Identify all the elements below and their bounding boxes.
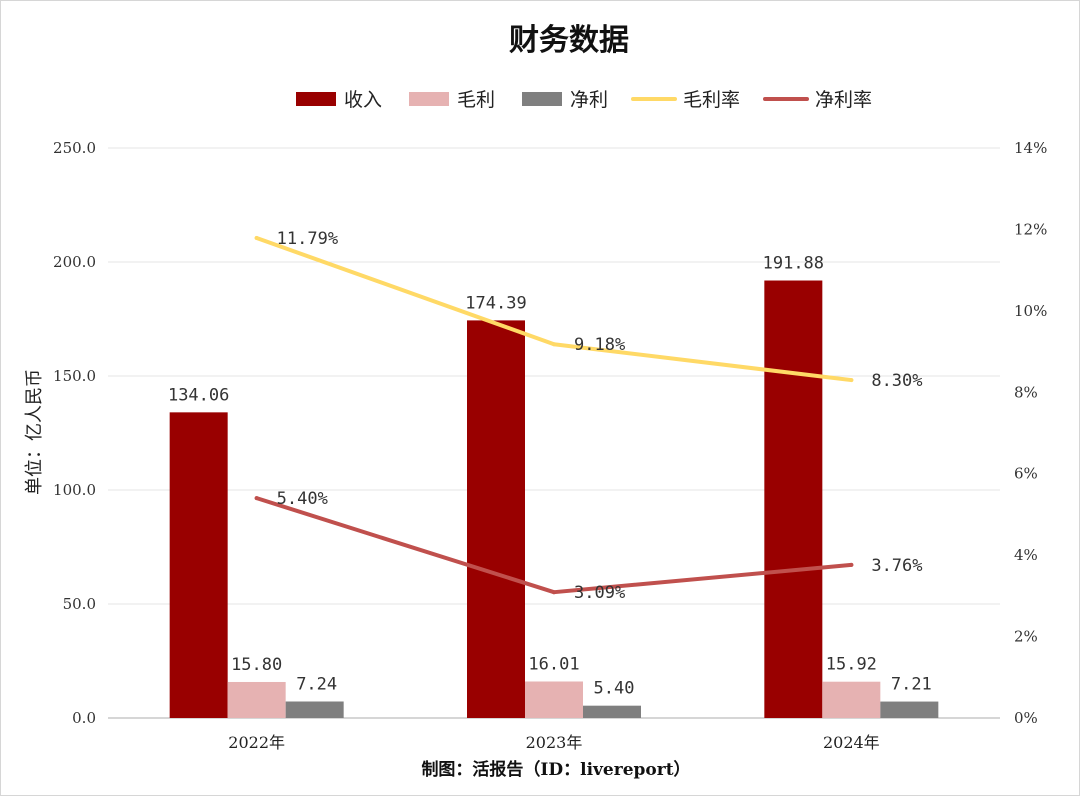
legend-swatch-净利 (522, 92, 562, 106)
bar-净利-2023年 (583, 705, 641, 718)
line-label: 3.09% (574, 583, 625, 603)
bar-收入-2024年 (764, 280, 823, 718)
line-label: 9.18% (574, 335, 625, 355)
y-axis-right: 0% 2% 4% 6% 8% 10% 12% 14% (1014, 139, 1047, 727)
data-label: 134.06 (168, 385, 229, 405)
y2-tick-label: 8% (1014, 383, 1038, 401)
chart-credit: 制图：活报告（ID：livereport） (421, 759, 690, 780)
bar-收入-2023年 (467, 320, 525, 718)
y-axis-left: 0.0 50.0 100.0 150.0 200.0 250.0 (53, 139, 96, 727)
y2-tick-label: 10% (1014, 302, 1047, 320)
y2-tick-label: 2% (1014, 628, 1038, 646)
y-tick-label: 150.0 (53, 367, 96, 385)
bars (169, 280, 939, 718)
y-tick-label: 0.0 (72, 709, 96, 727)
y-tick-label: 200.0 (53, 253, 96, 271)
point-毛利率-2022年 (254, 235, 259, 240)
lines (254, 235, 854, 595)
bar-收入-2022年 (169, 412, 228, 718)
y2-tick-label: 14% (1014, 139, 1047, 157)
bar-毛利-2023年 (525, 681, 583, 718)
legend-label-毛利率: 毛利率 (683, 89, 740, 111)
data-labels: 134.06 174.39 191.88 15.80 16.01 15.92 7.24 5.4… (168, 229, 932, 699)
legend-label-收入: 收入 (344, 89, 382, 111)
bar-毛利-2022年 (227, 681, 286, 718)
point-毛利率-2024年 (849, 378, 854, 383)
data-label: 15.80 (231, 655, 282, 675)
x-axis: 2022年 2023年 2024年 (228, 733, 879, 752)
y-tick-label: 250.0 (53, 139, 96, 157)
legend: 收入 毛利 净利 毛利率 净利率 (296, 89, 872, 111)
point-毛利率-2023年 (552, 342, 556, 347)
data-label: 174.39 (465, 293, 526, 313)
x-tick-label: 2022年 (228, 733, 285, 752)
bar-净利-2022年 (285, 701, 344, 718)
legend-swatch-毛利 (409, 92, 449, 106)
line-label: 5.40% (277, 489, 328, 509)
line-净利率 (254, 496, 854, 595)
data-label: 15.92 (826, 655, 877, 675)
point-净利率-2022年 (254, 496, 259, 501)
legend-label-毛利: 毛利 (457, 89, 495, 111)
y-tick-label: 100.0 (53, 481, 96, 499)
point-净利率-2024年 (849, 562, 854, 567)
y2-tick-label: 12% (1014, 220, 1047, 238)
data-label: 16.01 (528, 654, 579, 674)
chart-title: 财务数据 (509, 23, 629, 58)
point-净利率-2023年 (552, 590, 556, 595)
x-tick-label: 2023年 (526, 733, 583, 752)
y2-tick-label: 4% (1014, 546, 1038, 564)
gridlines (108, 147, 1000, 719)
legend-label-净利率: 净利率 (815, 89, 872, 111)
legend-label-净利: 净利 (570, 89, 608, 111)
bar-毛利-2024年 (822, 681, 881, 718)
line-label: 8.30% (871, 371, 922, 391)
y-axis-label: 单位：亿人民币 (24, 369, 45, 495)
y2-tick-label: 0% (1014, 709, 1038, 727)
legend-swatch-收入 (296, 92, 336, 106)
y-tick-label: 50.0 (63, 595, 96, 613)
data-label: 7.21 (891, 675, 932, 695)
y2-tick-label: 6% (1014, 465, 1038, 483)
bar-净利-2024年 (880, 701, 939, 718)
data-label: 191.88 (763, 254, 824, 274)
data-label: 7.24 (296, 674, 337, 694)
data-label: 5.40 (594, 679, 635, 699)
x-tick-label: 2024年 (823, 733, 880, 752)
line-label: 3.76% (871, 556, 922, 576)
line-label: 11.79% (277, 229, 338, 249)
